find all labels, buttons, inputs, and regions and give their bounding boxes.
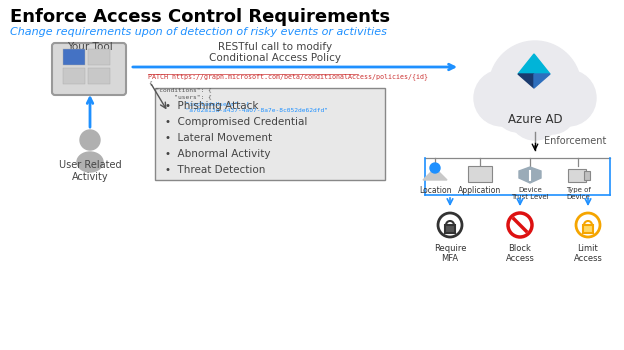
Bar bbox=[568, 169, 586, 182]
Text: Change requirements upon of detection of risky events or activities: Change requirements upon of detection of… bbox=[10, 27, 387, 37]
Text: Azure AD: Azure AD bbox=[508, 113, 562, 126]
Bar bbox=[583, 225, 593, 233]
Text: {: { bbox=[148, 80, 152, 85]
Text: •  Compromised Credential: • Compromised Credential bbox=[165, 117, 308, 127]
Circle shape bbox=[509, 88, 561, 140]
Bar bbox=[63, 68, 85, 84]
Circle shape bbox=[80, 130, 100, 150]
Text: "conditions": {: "conditions": { bbox=[148, 87, 212, 92]
Text: •  Lateral Movement: • Lateral Movement bbox=[165, 133, 272, 143]
Text: Enforcement: Enforcement bbox=[544, 136, 606, 146]
Text: Block
Access: Block Access bbox=[505, 244, 534, 264]
Polygon shape bbox=[423, 168, 447, 180]
Text: Conditional Access Policy: Conditional Access Policy bbox=[209, 53, 341, 63]
Polygon shape bbox=[519, 167, 541, 183]
Text: •  Threat Detection: • Threat Detection bbox=[165, 165, 265, 175]
Circle shape bbox=[494, 84, 542, 132]
Circle shape bbox=[430, 163, 440, 173]
Text: Application: Application bbox=[459, 186, 502, 195]
Text: Location: Location bbox=[419, 186, 451, 195]
Circle shape bbox=[528, 86, 576, 134]
Text: Type of
Device: Type of Device bbox=[565, 187, 590, 200]
Text: Require
MFA: Require MFA bbox=[434, 244, 466, 264]
Polygon shape bbox=[518, 54, 550, 74]
Polygon shape bbox=[518, 74, 534, 88]
Bar bbox=[88, 49, 110, 65]
Bar bbox=[468, 166, 492, 182]
Text: "includeUsers": {: "includeUsers": { bbox=[148, 101, 249, 106]
Text: Device
Trust Level: Device Trust Level bbox=[511, 187, 549, 200]
Text: Limit
Access: Limit Access bbox=[573, 244, 602, 264]
Text: "users": {: "users": { bbox=[148, 94, 212, 99]
Bar bbox=[155, 88, 385, 180]
Text: RESTful call to modify: RESTful call to modify bbox=[218, 42, 332, 52]
Circle shape bbox=[489, 41, 581, 133]
Text: User Related
Activity: User Related Activity bbox=[59, 160, 121, 182]
Text: •  Phishing Attack: • Phishing Attack bbox=[165, 101, 258, 111]
Bar bbox=[88, 68, 110, 84]
Text: Your Tool: Your Tool bbox=[67, 42, 113, 52]
Polygon shape bbox=[534, 74, 550, 88]
Bar bbox=[584, 171, 590, 180]
Text: •  Abnormal Activity: • Abnormal Activity bbox=[165, 149, 270, 159]
Text: Enforce Access Control Requirements: Enforce Access Control Requirements bbox=[10, 8, 390, 26]
Bar bbox=[445, 225, 455, 233]
Text: PATCH https://graph.microsoft.com/beta/conditionalAccess/policies/{id}: PATCH https://graph.microsoft.com/beta/c… bbox=[148, 73, 428, 80]
FancyBboxPatch shape bbox=[52, 43, 126, 95]
Circle shape bbox=[540, 70, 596, 126]
Circle shape bbox=[474, 70, 530, 126]
Text: "a702a13d-a437-4a07-8a7e-8c052de62dfd": "a702a13d-a437-4a07-8a7e-8c052de62dfd" bbox=[148, 108, 328, 113]
Bar bbox=[63, 49, 85, 65]
Ellipse shape bbox=[77, 152, 103, 172]
